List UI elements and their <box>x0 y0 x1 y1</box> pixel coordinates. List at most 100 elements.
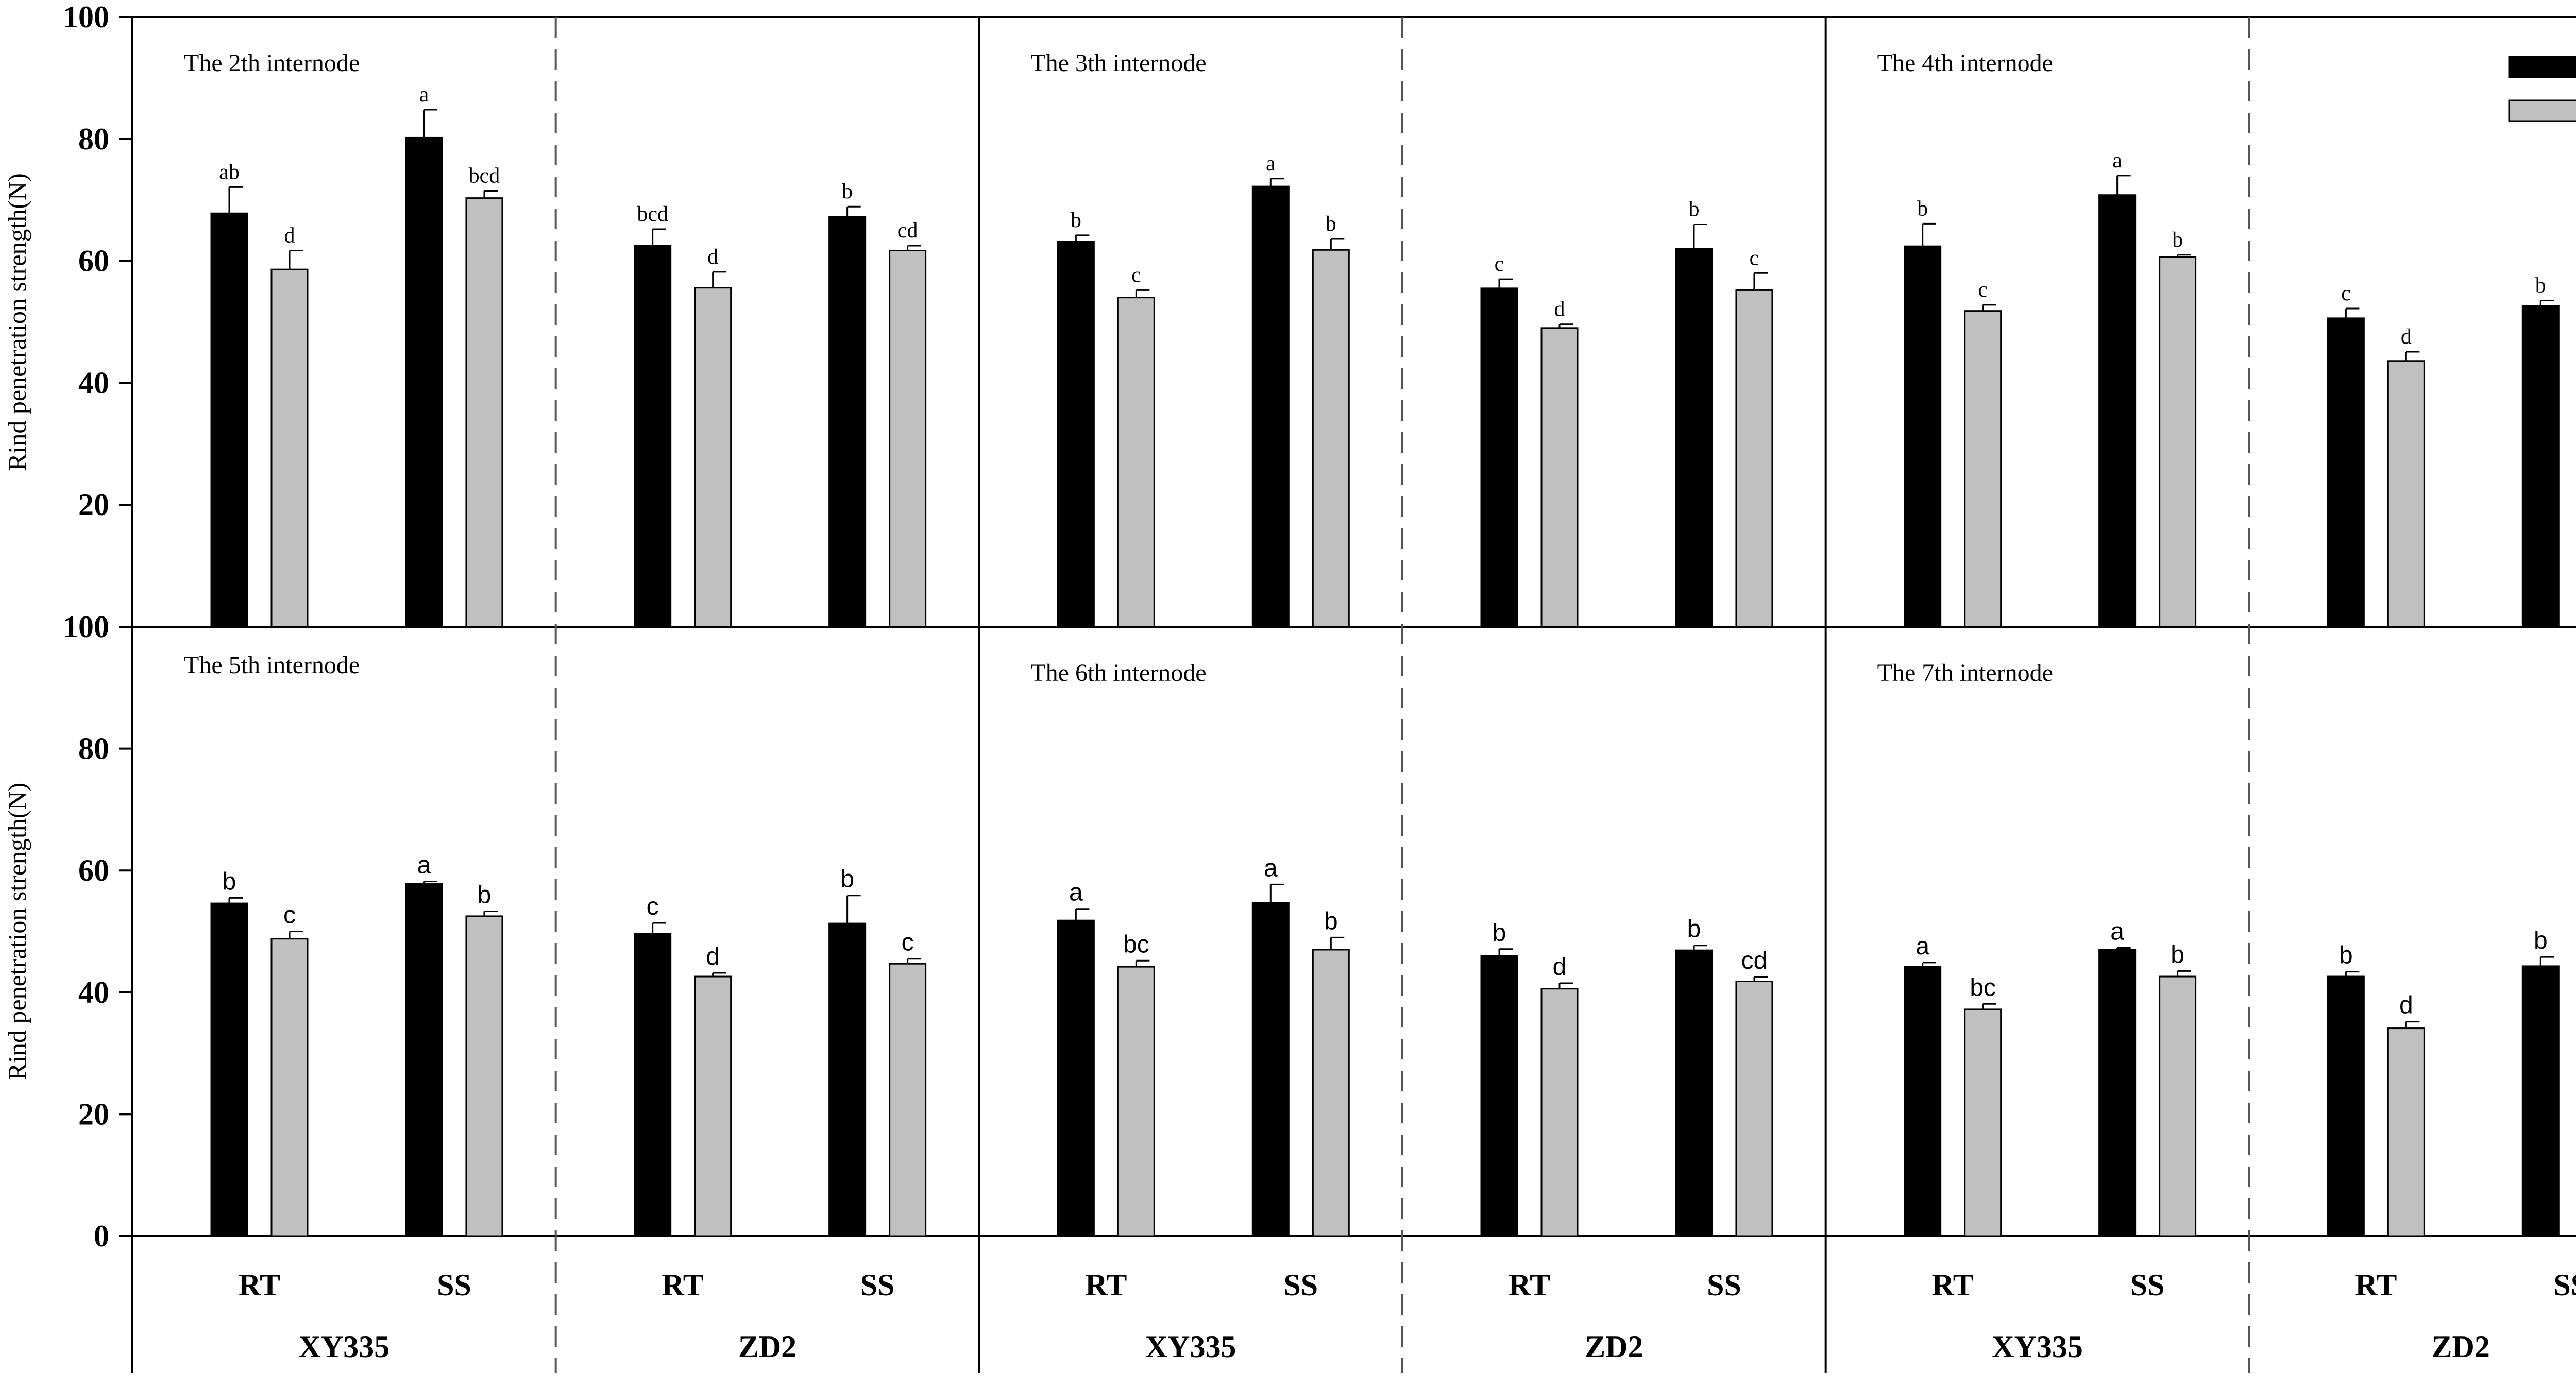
bar <box>1904 966 1942 1237</box>
legend-swatch <box>2508 99 2576 122</box>
bar <box>1117 966 1155 1237</box>
x-genotype-label: XY335 <box>1145 1330 1236 1364</box>
significance-label: c <box>1131 263 1141 287</box>
significance-label: b <box>2339 942 2353 969</box>
significance-label: c <box>2341 282 2351 305</box>
y-tick-label: 0 <box>94 1219 109 1253</box>
bar <box>1675 248 1713 628</box>
bar <box>2327 317 2365 628</box>
y-tick-label: 40 <box>78 975 109 1009</box>
significance-label: d <box>284 224 295 247</box>
bar <box>270 268 309 628</box>
bar <box>1675 949 1713 1237</box>
significance-label: b <box>840 866 854 893</box>
significance-label: a <box>419 83 429 107</box>
bar <box>1904 245 1942 628</box>
bar <box>694 287 732 628</box>
bar <box>1540 327 1579 628</box>
bar <box>210 902 248 1237</box>
bar <box>405 883 443 1237</box>
y-tick-label: 60 <box>78 853 109 887</box>
significance-label: bc <box>1970 974 1996 1001</box>
chart-root: 0 20 40 60 80 100 Rind penetration strength(N)… <box>3 0 2576 1373</box>
bar <box>1964 310 2002 628</box>
x-genotype-label: ZD2 <box>1585 1330 1643 1364</box>
significance-label: bc <box>1123 931 1149 958</box>
significance-label: a <box>2110 918 2124 945</box>
significance-label: b <box>223 868 236 895</box>
y-tick-label: 100 <box>63 0 109 34</box>
significance-label: b <box>1326 212 1336 236</box>
bar <box>1057 919 1095 1237</box>
x-genotype-label: ZD2 <box>2431 1330 2489 1364</box>
bar <box>1251 902 1290 1237</box>
significance-label: a <box>2112 149 2122 173</box>
x-treatment-label: RT <box>2355 1268 2397 1302</box>
x-treatment-label: SS <box>2553 1268 2576 1302</box>
bar <box>1057 241 1095 628</box>
x-genotype-label: XY335 <box>1992 1330 2083 1364</box>
x-treatment-label: RT <box>1085 1268 1127 1302</box>
bar <box>1312 949 1350 1237</box>
significance-label: bcd <box>469 164 500 187</box>
panel-title: The 2th internode <box>184 49 360 77</box>
legend-swatch <box>2508 56 2576 78</box>
significance-label: a <box>417 851 431 879</box>
significance-label: a <box>1264 854 1278 882</box>
significance-label: b <box>2172 228 2183 252</box>
significance-label: b <box>1917 197 1928 220</box>
significance-label: d <box>1554 298 1565 321</box>
significance-label: b <box>2171 941 2184 968</box>
bar <box>465 915 503 1237</box>
bar <box>1117 297 1155 628</box>
x-treatment-label: SS <box>1283 1268 1318 1302</box>
significance-label: d <box>706 943 720 970</box>
significance-label: b <box>2535 274 2546 298</box>
x-treatment-label: RT <box>662 1268 704 1302</box>
bar <box>1735 981 1773 1237</box>
bar <box>889 963 927 1237</box>
bar <box>1964 1008 2002 1237</box>
y-axis-title: Rind penetration strength(N) <box>3 173 31 471</box>
y-tick-label: 80 <box>78 732 109 766</box>
significance-label: c <box>902 929 914 956</box>
significance-label: c <box>647 893 659 920</box>
significance-label: c <box>1495 252 1504 276</box>
bar <box>1480 287 1518 628</box>
bar <box>2387 1027 2425 1237</box>
bar <box>634 933 672 1237</box>
bar <box>2521 965 2560 1237</box>
significance-label: a <box>1916 933 1929 960</box>
significance-label: b <box>1493 919 1506 947</box>
significance-label: b <box>1688 198 1699 221</box>
bar <box>405 136 443 628</box>
y-tick-label: 100 <box>63 610 109 644</box>
bar <box>1251 185 1290 628</box>
panel-title: The 7th internode <box>1877 659 2053 687</box>
bar <box>1735 289 1773 628</box>
bar <box>1480 955 1518 1237</box>
bar <box>465 197 503 628</box>
panel-title: The 4th internode <box>1877 49 2053 77</box>
significance-label: a <box>1069 879 1083 906</box>
x-genotype-label: ZD2 <box>738 1330 796 1364</box>
significance-label: b <box>478 881 492 909</box>
x-treatment-label: RT <box>1509 1268 1550 1302</box>
y-tick-label: 40 <box>78 366 109 400</box>
significance-label: b <box>1324 907 1338 935</box>
significance-label: d <box>2401 325 2412 349</box>
significance-label: b <box>1687 916 1701 943</box>
bar <box>694 975 732 1237</box>
significance-label: b <box>1071 209 1081 232</box>
x-treatment-label: SS <box>2130 1268 2165 1302</box>
x-treatment-label: RT <box>1932 1268 1974 1302</box>
significance-label: d <box>2399 992 2413 1019</box>
bar <box>1312 249 1350 628</box>
panel-title: The 3th internode <box>1030 49 1206 77</box>
bar <box>2521 305 2560 628</box>
x-treatment-label: SS <box>437 1268 471 1302</box>
bar <box>2159 975 2197 1237</box>
y-tick-label: 20 <box>78 488 109 522</box>
x-treatment-label: RT <box>239 1268 280 1302</box>
